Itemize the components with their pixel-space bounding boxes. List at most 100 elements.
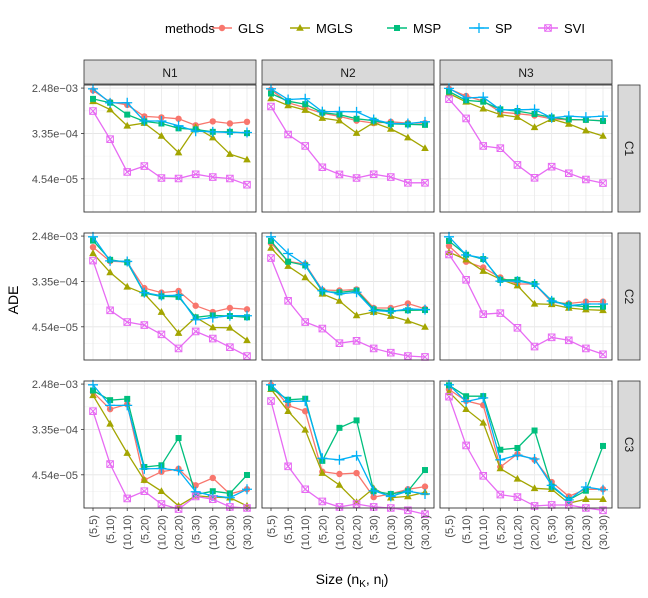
data-point-svi: [191, 327, 200, 336]
data-point-mgls: [352, 311, 361, 319]
data-point-msp: [531, 427, 538, 434]
legend-marker-gls: [218, 24, 226, 32]
data-point-gls: [404, 300, 412, 307]
data-point-svi: [513, 493, 522, 501]
data-point-sp: [242, 310, 252, 321]
data-point-sp: [351, 450, 362, 461]
data-point-mgls: [513, 113, 522, 120]
data-point-msp: [285, 258, 292, 265]
series-sp: [266, 231, 430, 317]
series-line-msp: [448, 90, 604, 122]
data-point-svi: [123, 318, 132, 326]
legend-item-mgls: MGLS: [290, 21, 353, 36]
data-point-mgls: [530, 299, 539, 307]
data-point-sp: [105, 400, 116, 411]
series-svi: [445, 250, 607, 359]
panel-border: [439, 380, 613, 509]
x-tick-label: (5,5): [266, 515, 278, 538]
data-point-gls: [175, 115, 182, 122]
data-point-mgls: [421, 144, 429, 151]
x-tick-label: (5,5): [88, 515, 100, 538]
data-point-sp: [512, 450, 523, 461]
data-point-svi: [157, 500, 166, 508]
data-point-sp: [512, 276, 523, 287]
x-tick-label: (5,10): [283, 515, 295, 544]
data-point-sp: [598, 484, 608, 495]
data-point-sp: [283, 248, 294, 259]
data-point-svi: [123, 494, 132, 503]
x-tick-label: (10,30): [208, 515, 220, 550]
data-point-sp: [139, 116, 150, 127]
data-point-mgls: [157, 131, 166, 139]
series-line-gls: [270, 89, 425, 124]
data-point-mgls: [267, 243, 275, 251]
row-strip-c3: [617, 380, 641, 509]
data-point-svi: [208, 495, 217, 503]
data-point-mgls: [496, 464, 505, 472]
data-point-svi: [140, 487, 149, 496]
data-point-sp: [598, 299, 608, 310]
panel-background: [84, 85, 256, 212]
data-point-svi: [89, 107, 97, 115]
data-point-msp: [107, 397, 114, 404]
data-point-mgls: [174, 148, 183, 156]
data-point-sp: [317, 285, 328, 296]
data-point-sp: [88, 83, 98, 94]
data-point-svi: [462, 441, 470, 450]
data-point-gls: [302, 407, 309, 415]
series-svi: [89, 107, 251, 189]
data-point-mgls: [89, 249, 97, 257]
series-line-msp: [448, 384, 604, 501]
data-point-sp: [122, 400, 133, 411]
data-point-svi: [421, 510, 429, 518]
data-point-svi: [157, 174, 166, 182]
data-point-mgls: [318, 114, 327, 121]
data-point-sp: [461, 93, 472, 104]
data-point-svi: [479, 471, 488, 480]
y-tick-label: 4.54e−05: [32, 174, 78, 186]
data-point-sp: [546, 295, 557, 306]
data-point-svi: [318, 163, 327, 172]
data-point-svi: [404, 352, 412, 360]
data-point-sp: [580, 112, 591, 123]
data-point-mgls: [462, 405, 470, 412]
data-point-mgls: [106, 268, 114, 276]
y-tick-label: 4.54e−05: [32, 322, 78, 334]
data-point-mgls: [284, 407, 292, 414]
x-tick-label: (5,30): [547, 515, 559, 544]
y-tick-label: 4.54e−05: [32, 470, 78, 482]
panel-border: [439, 232, 613, 361]
x-tick-label: (20,30): [581, 515, 593, 550]
y-axis-title: ADE: [5, 286, 21, 315]
data-point-mgls: [530, 484, 539, 492]
data-point-svi: [547, 333, 556, 342]
data-point-sp: [351, 287, 362, 298]
data-point-svi: [479, 310, 488, 319]
data-point-mgls: [352, 129, 361, 136]
data-point-mgls: [513, 474, 522, 482]
panel-border: [261, 232, 435, 361]
x-tick-label: (30,30): [420, 515, 432, 550]
data-point-svi: [386, 348, 395, 357]
data-point-sp: [173, 120, 184, 131]
x-tick-label: (5,30): [191, 515, 203, 544]
x-tick-label: (10,30): [564, 515, 576, 550]
data-point-msp: [175, 435, 182, 442]
data-point-svi: [421, 179, 429, 187]
data-point-sp: [224, 310, 235, 321]
data-point-svi: [106, 460, 114, 468]
data-point-svi: [496, 144, 505, 152]
data-point-sp: [207, 312, 218, 323]
data-point-mgls: [140, 476, 149, 483]
series-line-mgls: [270, 247, 426, 328]
panel-border: [261, 380, 435, 509]
legend-marker-sp: [474, 23, 484, 33]
data-point-svi: [530, 173, 539, 182]
data-point-sp: [88, 379, 98, 390]
data-point-svi: [284, 462, 292, 471]
x-tick-label: (30,30): [242, 515, 254, 550]
data-point-mgls: [267, 94, 275, 102]
series-sp: [266, 379, 430, 502]
data-point-sp: [495, 104, 506, 115]
data-point-gls: [370, 493, 377, 501]
